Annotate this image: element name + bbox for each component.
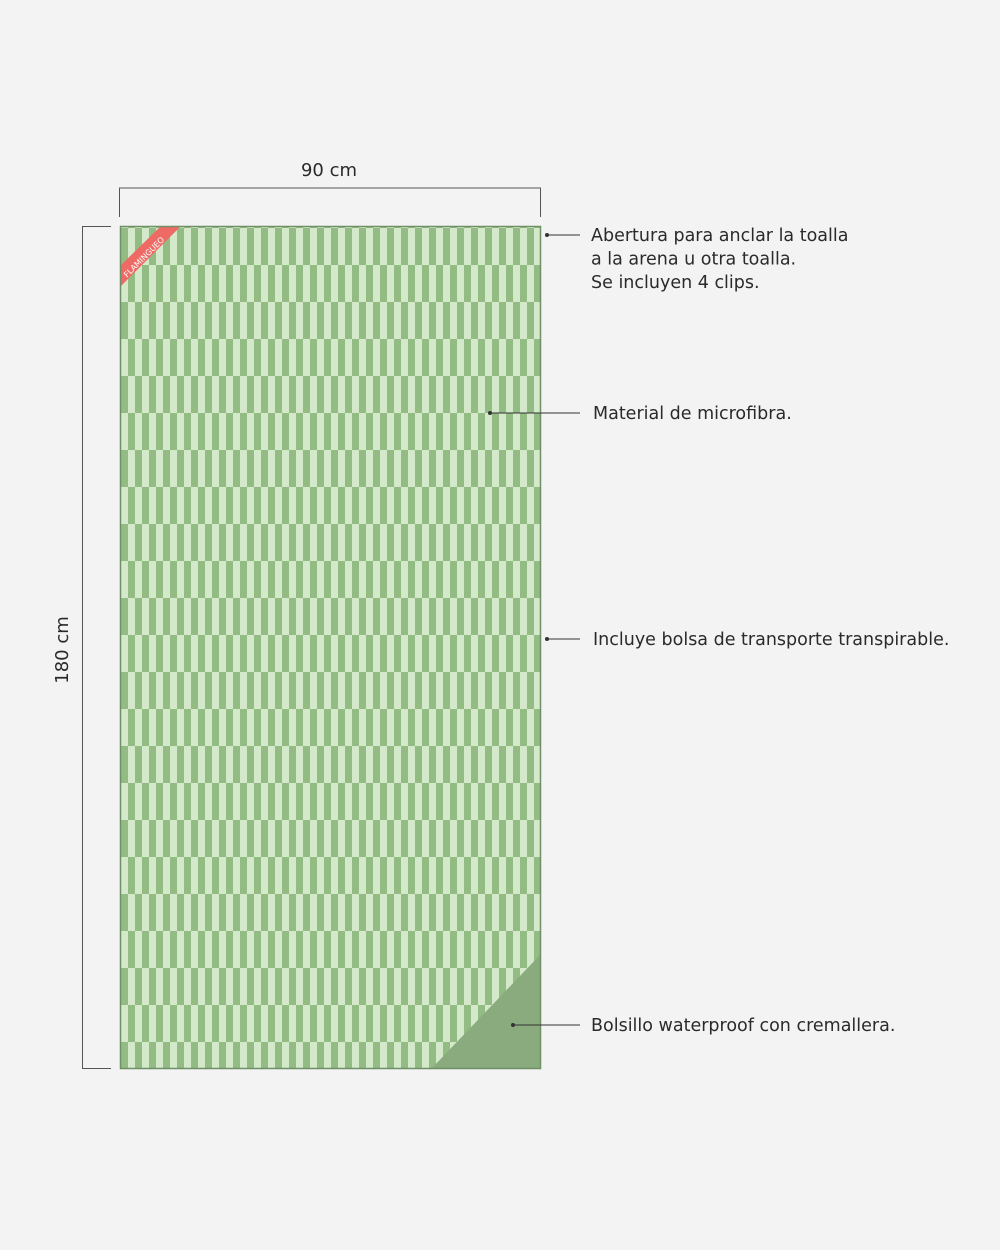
annotations: Abertura para anclar la toalla a la arena…	[591, 226, 949, 1036]
towel-border	[119, 225, 542, 1070]
width-label: 90 cm	[301, 160, 357, 181]
callout-dots	[488, 233, 549, 1027]
height-label: 180 cm	[52, 616, 73, 684]
brand-ribbon	[121, 227, 180, 286]
annotation-text: Abertura para anclar la toalla	[591, 226, 848, 246]
annotation-text: Material de microfibra.	[593, 404, 792, 424]
annotation-text: Bolsillo waterproof con cremallera.	[591, 1016, 895, 1036]
callout-lines	[490, 234, 580, 1026]
annotation-text: Incluye bolsa de transporte transpirable…	[593, 630, 949, 650]
width-dimension	[119, 187, 541, 217]
annotation-text: Se incluyen 4 clips.	[591, 273, 760, 293]
height-dimension	[82, 226, 111, 1069]
towel: FLAMINGUEO	[121, 227, 540, 1068]
annotation-text: a la arena u otra toalla.	[591, 250, 796, 270]
pocket	[432, 955, 540, 1068]
